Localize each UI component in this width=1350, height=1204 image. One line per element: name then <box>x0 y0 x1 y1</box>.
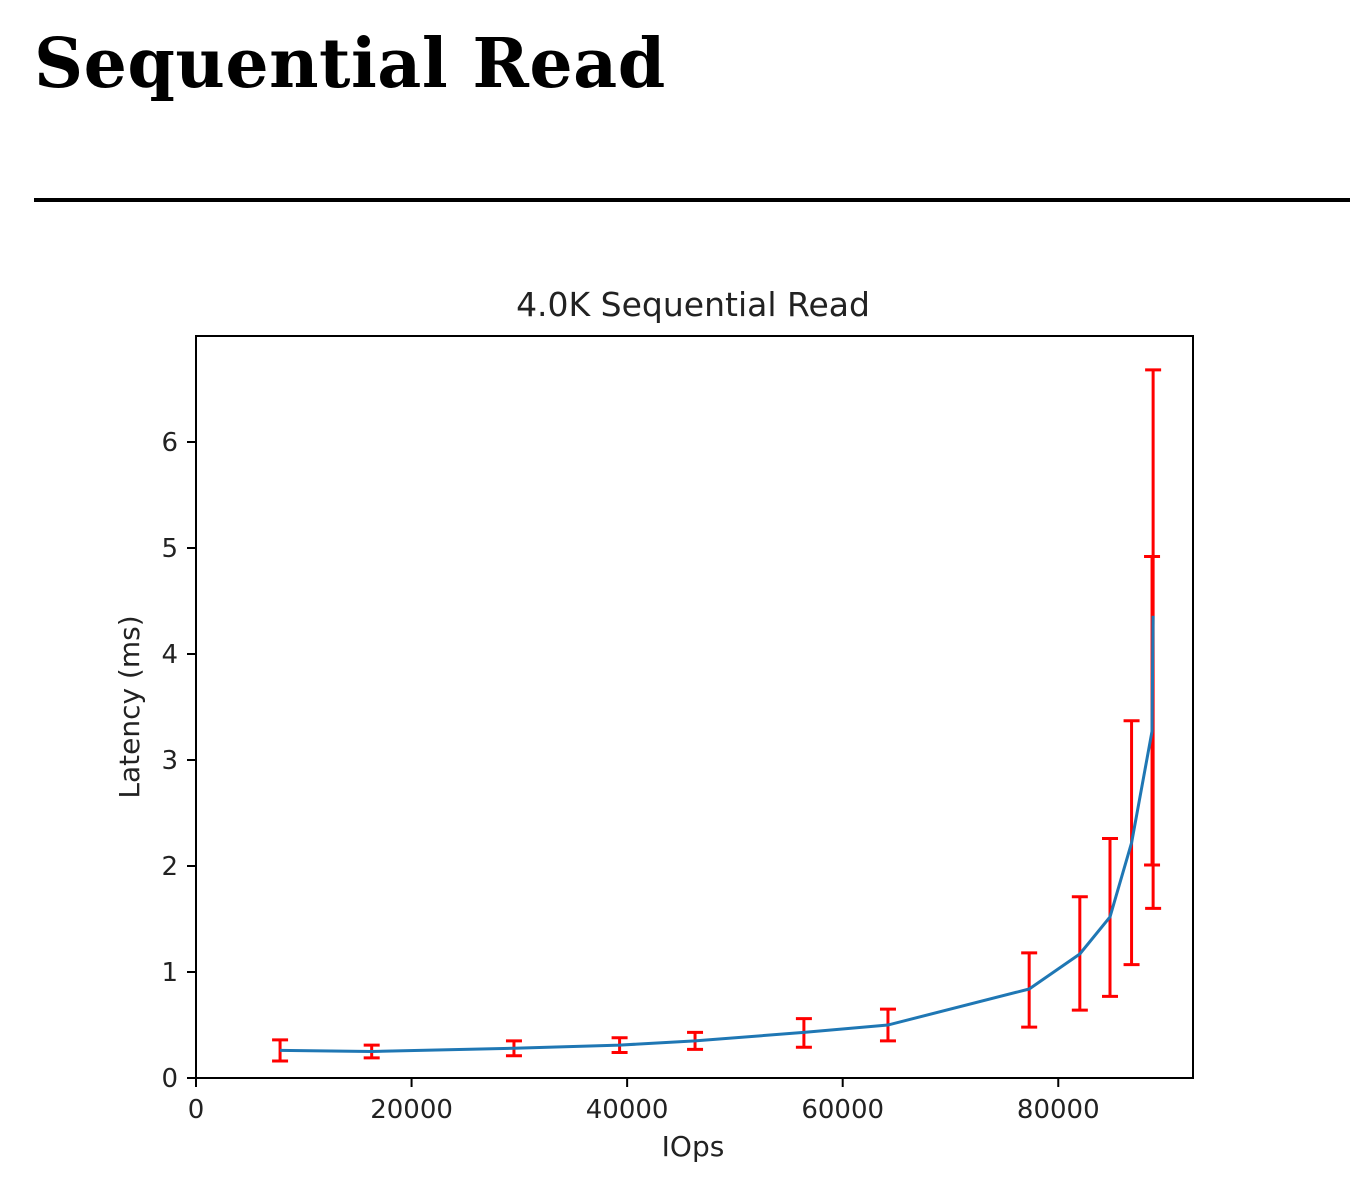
y-tick-label: 6 <box>161 428 178 458</box>
x-axis-label: IOps <box>662 1130 725 1163</box>
x-axis: 0 20000 40000 60000 80000 <box>188 1078 1100 1125</box>
y-tick-label: 3 <box>161 746 178 776</box>
latency-series-line <box>280 615 1155 1053</box>
y-tick-label: 1 <box>161 958 178 988</box>
y-axis: 0 1 2 3 4 5 6 <box>161 428 196 1094</box>
plot-frame <box>195 335 1194 1079</box>
divider <box>34 198 1350 202</box>
y-axis-label: Latency (ms) <box>113 615 146 798</box>
error-bar <box>272 1038 289 1063</box>
x-tick-label: 20000 <box>370 1095 453 1125</box>
y-tick-label: 2 <box>161 852 178 882</box>
y-tick-label: 4 <box>161 640 178 670</box>
x-tick-label: 40000 <box>586 1095 669 1125</box>
page-title: Sequential Read <box>34 24 666 104</box>
y-tick-label: 5 <box>161 534 178 564</box>
x-tick-label: 60000 <box>801 1095 884 1125</box>
x-tick-label: 80000 <box>1017 1095 1100 1125</box>
error-bars <box>272 368 1162 1063</box>
chart-title: 4.0K Sequential Read <box>516 285 870 324</box>
x-tick-label: 0 <box>188 1095 205 1125</box>
y-tick-label: 0 <box>161 1064 178 1094</box>
